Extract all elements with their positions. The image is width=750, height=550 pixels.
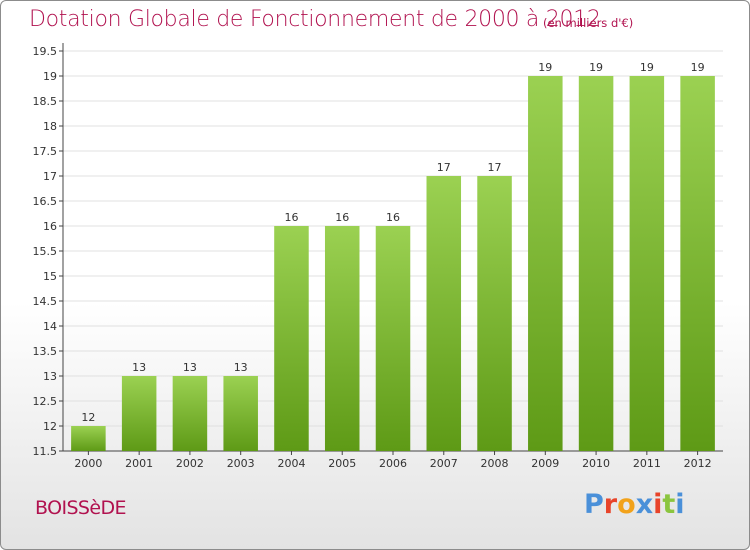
- logo-letter: i: [653, 489, 663, 520]
- bar-value-label: 16: [386, 211, 400, 224]
- y-tick-label: 14.5: [33, 295, 58, 308]
- x-tick-label: 2004: [277, 457, 305, 470]
- y-tick-label: 17.5: [33, 145, 58, 158]
- y-tick-label: 16: [43, 220, 57, 233]
- y-tick-label: 18: [43, 120, 57, 133]
- logo-letter: i: [675, 489, 685, 520]
- bar-value-label: 19: [538, 61, 552, 74]
- y-tick-label: 13: [43, 370, 57, 383]
- y-tick-label: 17: [43, 170, 57, 183]
- x-tick-label: 2007: [430, 457, 458, 470]
- bar: [578, 76, 614, 451]
- x-tick-label: 2001: [125, 457, 153, 470]
- bar-value-label: 13: [234, 361, 248, 374]
- bar: [477, 176, 512, 451]
- bar: [223, 376, 258, 451]
- y-tick-label: 12.5: [33, 395, 58, 408]
- bar-value-label: 19: [589, 61, 603, 74]
- x-tick-label: 2006: [379, 457, 407, 470]
- labels: 11.5 12 12.5 13 13.5 14 14.5 15 15.5 16 16.5 17 17.5…: [33, 45, 712, 470]
- y-tick-label: 19.5: [33, 45, 58, 58]
- bar: [274, 226, 309, 451]
- y-tick-label: 11.5: [33, 445, 58, 458]
- x-tick-label: 2010: [582, 457, 610, 470]
- bar: [324, 226, 360, 451]
- bar: [375, 226, 411, 451]
- bar: [71, 426, 106, 451]
- bar-value-label: 12: [81, 411, 95, 424]
- x-tick-label: 2012: [684, 457, 712, 470]
- chart-title: Dotation Globale de Fonctionnement de 20…: [29, 7, 601, 32]
- commune-name: BOISSèDE: [35, 497, 127, 519]
- y-tick-label: 15.5: [33, 245, 58, 258]
- bar-value-label: 16: [284, 211, 298, 224]
- x-tick-label: 2002: [176, 457, 204, 470]
- proxiti-logo[interactable]: Proxiti: [584, 489, 685, 520]
- x-tick-label: 2009: [531, 457, 559, 470]
- x-tick-label: 2011: [633, 457, 661, 470]
- x-tick-label: 2005: [328, 457, 356, 470]
- bar-value-label: 17: [437, 161, 451, 174]
- bar-value-label: 16: [335, 211, 349, 224]
- y-tick-label: 18.5: [33, 95, 58, 108]
- bar-value-label: 19: [691, 61, 705, 74]
- x-tick-label: 2008: [481, 457, 509, 470]
- bar: [426, 176, 462, 451]
- y-tick-label: 12: [43, 420, 57, 433]
- logo-letter: x: [635, 489, 654, 520]
- logo-letter: t: [662, 489, 676, 520]
- y-tick-label: 14: [43, 320, 57, 333]
- logo-letter: r: [603, 489, 618, 520]
- y-tick-label: 15: [43, 270, 57, 283]
- logo-letter: o: [617, 489, 636, 520]
- bar: [680, 76, 715, 451]
- bar: [172, 376, 208, 451]
- bar-value-label: 13: [132, 361, 146, 374]
- bar: [629, 76, 665, 451]
- chart-subtitle: (en milliers d'€): [543, 16, 634, 30]
- y-tick-label: 13.5: [33, 345, 58, 358]
- x-tick-label: 2000: [74, 457, 102, 470]
- bar-value-label: 13: [183, 361, 197, 374]
- bar: [528, 76, 563, 451]
- y-tick-label: 19: [43, 70, 57, 83]
- bar-value-label: 19: [640, 61, 654, 74]
- bars: [71, 76, 715, 451]
- logo-letter: P: [584, 489, 604, 520]
- bar-value-label: 17: [488, 161, 502, 174]
- y-tick-label: 16.5: [33, 195, 58, 208]
- bar: [121, 376, 157, 451]
- x-tick-label: 2003: [227, 457, 255, 470]
